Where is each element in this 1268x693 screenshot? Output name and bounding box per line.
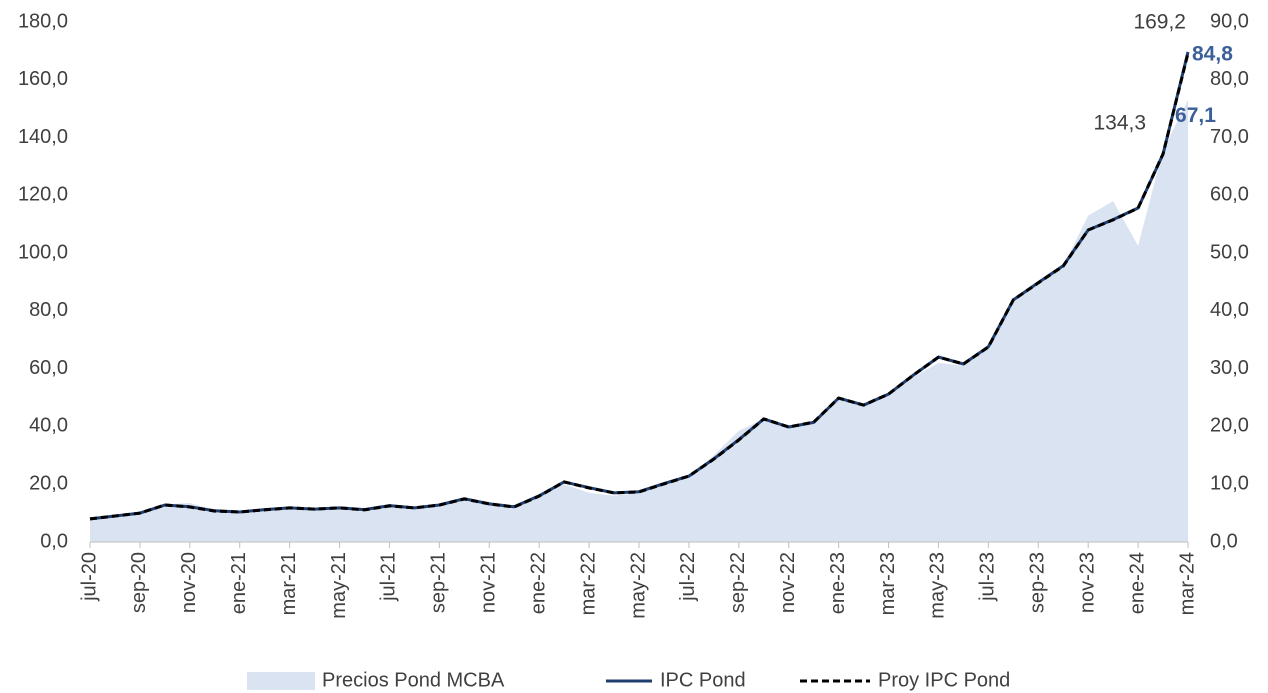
x-tick-label: jul-20 [78, 552, 100, 602]
x-tick-label: may-22 [627, 552, 649, 619]
legend-label: Proy IPC Pond [878, 669, 1010, 691]
y-tick-label: 0,0 [40, 530, 68, 552]
y-tick-label: 20,0 [29, 473, 68, 495]
y-tick-label: 160,0 [18, 68, 68, 90]
x-tick-label: ene-22 [527, 552, 549, 614]
legend-swatch [247, 672, 315, 690]
x-tick-label: sep-20 [128, 552, 150, 613]
x-tick-label: may-21 [328, 552, 350, 619]
x-tick-label: nov-23 [1076, 552, 1098, 613]
x-tick-label: sep-23 [1027, 552, 1049, 613]
y2-tick-label: 30,0 [1210, 357, 1249, 379]
line [89, 51, 1190, 521]
y2-tick-label: 20,0 [1210, 415, 1249, 437]
y2-tick-label: 90,0 [1210, 10, 1249, 32]
x-tick-label: jul-23 [977, 552, 999, 602]
y2-tick-label: 50,0 [1210, 241, 1249, 263]
y-tick-label: 180,0 [18, 10, 68, 32]
data-label: 84,8 [1192, 43, 1233, 66]
x-tick-label: mar-23 [877, 552, 899, 615]
x-tick-label: nov-20 [178, 552, 200, 613]
data-label: 67,1 [1175, 104, 1216, 127]
legend-label: Precios Pond MCBA [322, 669, 505, 691]
y2-tick-label: 70,0 [1210, 126, 1249, 148]
x-tick-label: ene-24 [1126, 552, 1148, 614]
x-tick-label: mar-22 [577, 552, 599, 615]
y-tick-label: 80,0 [29, 299, 68, 321]
y2-tick-label: 0,0 [1210, 530, 1238, 552]
y-tick-label: 120,0 [18, 184, 68, 206]
y-tick-label: 100,0 [18, 241, 68, 263]
data-label: 134,3 [1093, 112, 1146, 135]
legend-label: IPC Pond [660, 669, 746, 691]
x-tick-label: ene-21 [228, 552, 250, 614]
x-tick-label: sep-21 [428, 552, 450, 613]
x-tick-label: nov-21 [478, 552, 500, 613]
y2-tick-label: 40,0 [1210, 299, 1249, 321]
y2-tick-label: 60,0 [1210, 184, 1249, 206]
y2-tick-label: 10,0 [1210, 473, 1249, 495]
y-tick-label: 40,0 [29, 415, 68, 437]
area [90, 100, 1188, 542]
data-label: 169,2 [1133, 11, 1186, 34]
x-tick-label: may-23 [927, 552, 949, 619]
x-tick-label: nov-22 [777, 552, 799, 613]
x-tick-label: mar-21 [278, 552, 300, 615]
x-tick-label: jul-21 [378, 552, 400, 602]
x-tick-label: ene-23 [827, 552, 849, 614]
y2-tick-label: 80,0 [1210, 68, 1249, 90]
y-tick-label: 60,0 [29, 357, 68, 379]
x-tick-label: mar-24 [1176, 552, 1198, 615]
x-tick-label: jul-22 [677, 552, 699, 602]
y-tick-label: 140,0 [18, 126, 68, 148]
x-tick-label: sep-22 [727, 552, 749, 613]
